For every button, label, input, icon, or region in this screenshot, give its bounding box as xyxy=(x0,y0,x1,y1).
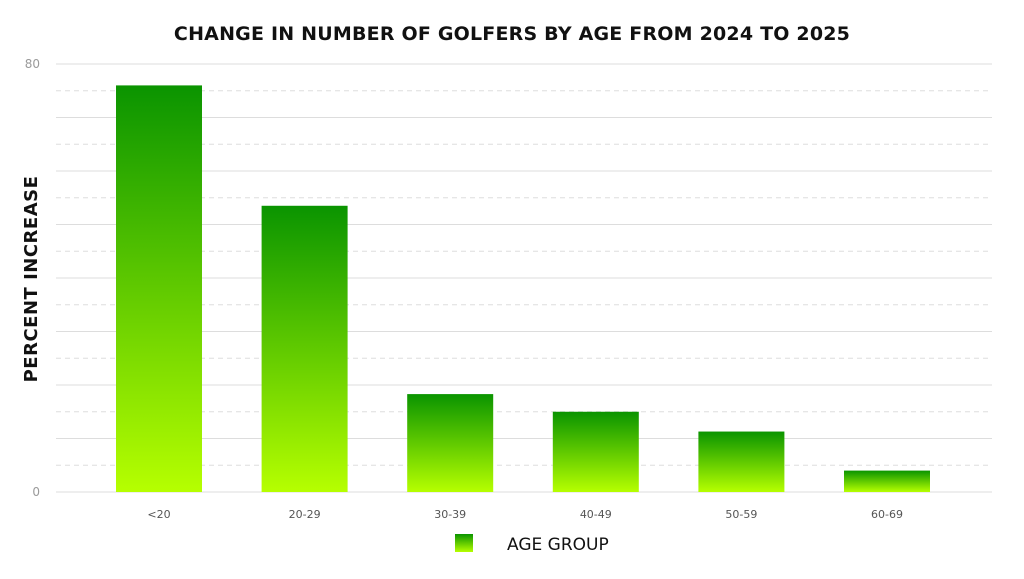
y-tick-label: 80 xyxy=(25,57,40,71)
legend-swatch xyxy=(455,534,473,552)
legend: AGE GROUP xyxy=(455,534,609,555)
x-tick-label: 60-69 xyxy=(871,508,903,521)
legend-label: AGE GROUP xyxy=(507,535,609,555)
x-axis-ticks: <20 20-29 30-39 40-49 50-59 60-69 xyxy=(147,508,903,521)
x-tick-label: 50-59 xyxy=(725,508,757,521)
bar xyxy=(407,394,494,492)
gridlines xyxy=(56,63,992,493)
bar xyxy=(698,431,785,492)
x-tick-label: 20-29 xyxy=(289,508,321,521)
x-tick-label: <20 xyxy=(147,508,170,521)
y-axis-ticks: 0 80 xyxy=(25,57,40,499)
x-tick-label: 40-49 xyxy=(580,508,612,521)
bar xyxy=(116,85,202,493)
bars xyxy=(116,85,930,493)
x-tick-label: 30-39 xyxy=(434,508,466,521)
bar xyxy=(844,470,930,492)
chart-title: CHANGE IN NUMBER OF GOLFERS BY AGE FROM … xyxy=(174,23,850,45)
bar xyxy=(261,205,348,492)
y-tick-label: 0 xyxy=(32,485,40,499)
y-axis-label: PERCENT INCREASE xyxy=(21,176,42,383)
bar xyxy=(552,411,639,492)
